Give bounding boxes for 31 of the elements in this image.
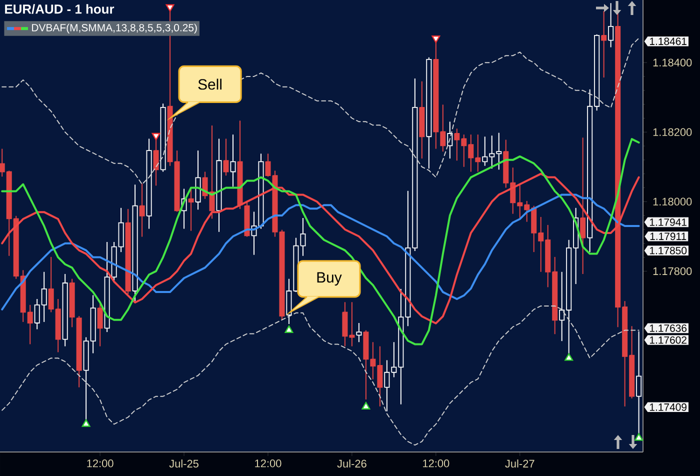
candlestick <box>580 137 586 274</box>
candlestick <box>97 302 103 347</box>
y-tick-label: 1.18400 <box>653 58 692 66</box>
annotation: Sell <box>198 78 222 90</box>
text: 1.17850 <box>650 246 687 254</box>
x-tick-label: Jul-26 <box>337 460 366 468</box>
candlestick <box>223 138 229 176</box>
candlestick <box>608 2 614 48</box>
x-tick-label: Jul-25 <box>169 460 198 468</box>
x-tick-label: 12:00 <box>87 460 114 468</box>
candlestick <box>356 322 362 343</box>
chart-title: EUR/AUD - 1 hour <box>5 4 114 14</box>
annotation: 1.17636 <box>650 324 687 332</box>
candlestick <box>230 134 236 188</box>
legend-title: DVBAF(M,SMMA,13,8,8,5,5,3,0.25) <box>32 24 197 34</box>
candlestick <box>601 10 607 78</box>
y-tick-label: 1.18000 <box>653 198 692 206</box>
y-tick-label: 1.18200 <box>653 128 692 136</box>
candlestick <box>440 104 446 152</box>
text: 1.17911 <box>650 232 686 240</box>
annotation: Buy <box>317 272 342 286</box>
x-tick-label: Jul-27 <box>505 460 534 468</box>
candlestick <box>139 183 145 238</box>
annotation: 1.18461 <box>650 38 686 46</box>
x-tick-label: 12:00 <box>423 460 450 468</box>
x-tick-label: 12:00 <box>255 460 282 468</box>
annotation: 1.17409 <box>650 403 686 411</box>
y-tick-label: 1.17800 <box>653 267 692 276</box>
annotation: 1.17602 <box>650 336 686 344</box>
candlestick <box>188 188 194 232</box>
annotation: 1.17941 <box>650 218 686 226</box>
